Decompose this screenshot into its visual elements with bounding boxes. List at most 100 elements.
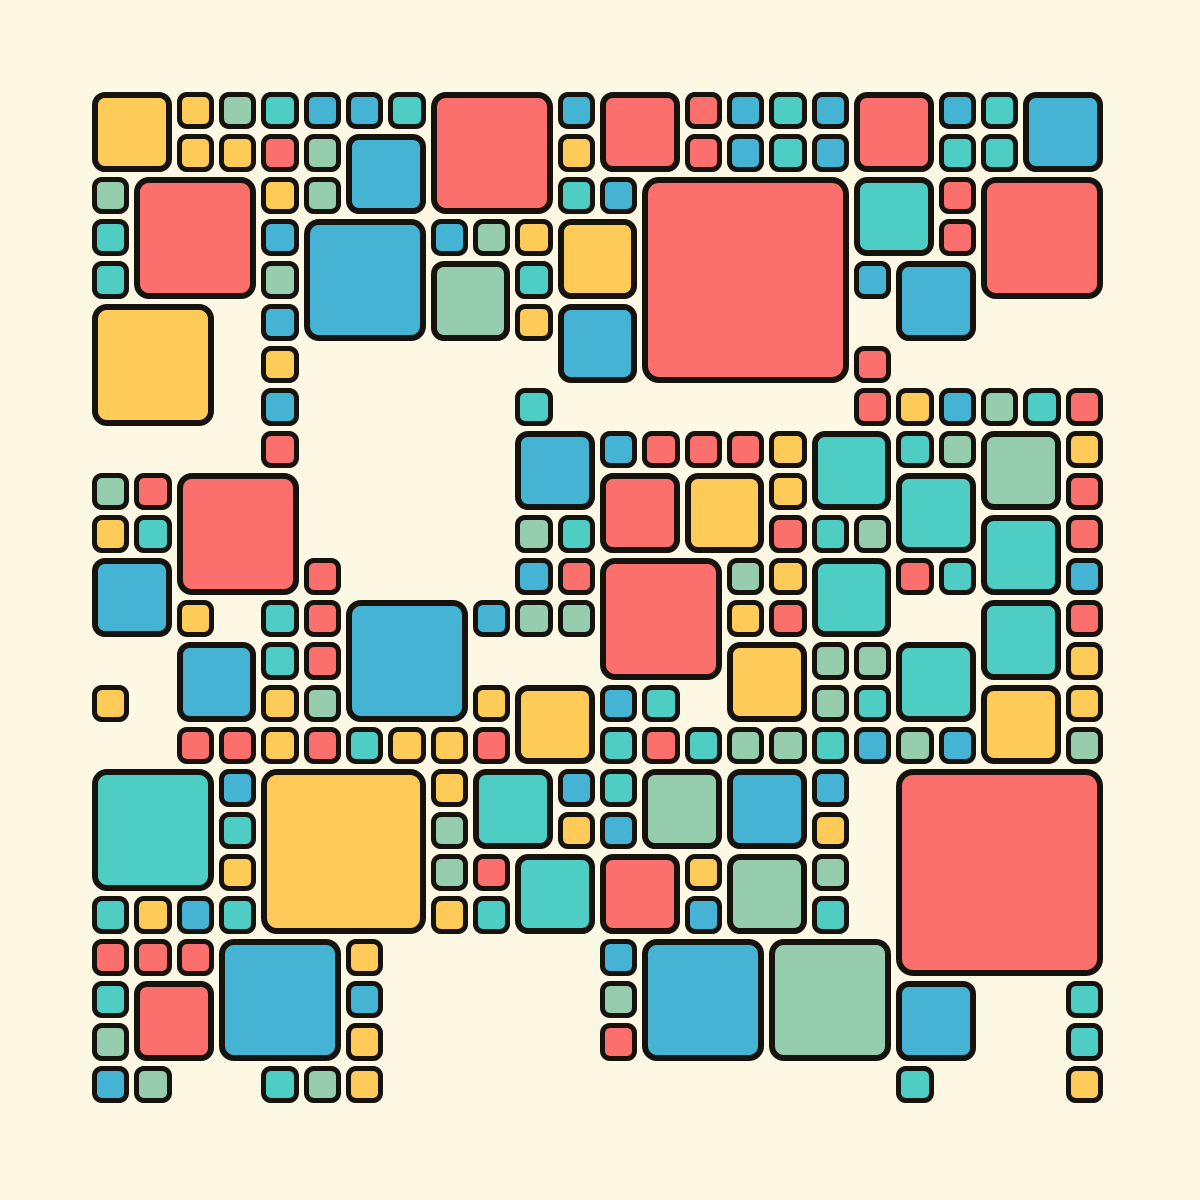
tile-sage-1x1 <box>811 684 849 722</box>
tile-blue-1x1 <box>557 769 595 807</box>
tile-blue-1x1 <box>176 896 214 934</box>
tile-yellow-1x1 <box>261 726 299 765</box>
tile-yellow-4x4 <box>261 769 426 934</box>
tile-coral-2x2 <box>599 92 680 172</box>
tile-blue-1x1 <box>938 92 976 130</box>
tile-yellow-1x1 <box>261 345 299 384</box>
tile-sage-1x1 <box>303 176 341 214</box>
tile-blue-1x1 <box>261 303 299 341</box>
tile-coral-1x1 <box>303 599 341 638</box>
tile-blue-1x1 <box>345 92 384 130</box>
tile-sage-3x3 <box>769 938 892 1061</box>
tile-yellow-1x1 <box>515 303 553 341</box>
tile-teal-1x1 <box>92 980 130 1019</box>
tile-yellow-2x2 <box>684 472 765 553</box>
tile-coral-1x1 <box>853 388 892 426</box>
tile-teal-2x2 <box>896 642 976 722</box>
tile-teal-1x1 <box>134 515 172 553</box>
tile-blue-2x2 <box>896 980 976 1061</box>
tile-blue-1x1 <box>261 218 299 257</box>
tile-teal-1x1 <box>388 92 426 130</box>
tile-teal-1x1 <box>769 134 807 172</box>
tile-sage-1x1 <box>557 599 595 638</box>
tile-sage-1x1 <box>938 430 976 468</box>
tile-coral-1x1 <box>1065 599 1103 638</box>
tile-teal-1x1 <box>92 896 130 934</box>
tile-teal-1x1 <box>980 92 1019 130</box>
tile-teal-1x1 <box>896 430 934 468</box>
tile-sage-1x1 <box>472 218 511 257</box>
tile-blue-1x1 <box>726 134 765 172</box>
tile-yellow-2x2 <box>980 684 1061 765</box>
tile-blue-1x1 <box>938 726 976 765</box>
tile-blue-1x1 <box>599 684 638 722</box>
tile-yellow-1x1 <box>261 684 299 722</box>
tile-coral-1x1 <box>303 557 341 595</box>
tile-yellow-1x1 <box>134 896 172 934</box>
tile-blue-1x1 <box>515 557 553 595</box>
tile-coral-3x3 <box>134 176 257 299</box>
tile-yellow-1x1 <box>769 557 807 595</box>
tile-coral-1x1 <box>853 345 892 384</box>
tile-teal-1x1 <box>642 684 680 722</box>
tile-yellow-1x1 <box>176 599 214 638</box>
tile-yellow-1x1 <box>684 853 722 892</box>
tile-blue-1x1 <box>472 599 511 638</box>
tile-yellow-3x3 <box>92 303 214 426</box>
tile-coral-1x1 <box>472 853 511 892</box>
tile-teal-1x1 <box>515 388 553 426</box>
tile-sage-1x1 <box>92 472 130 511</box>
tile-blue-1x1 <box>599 176 638 214</box>
tile-coral-1x1 <box>599 1023 638 1061</box>
tile-yellow-1x1 <box>430 726 468 765</box>
tile-sage-1x1 <box>92 1023 130 1061</box>
tile-sage-1x1 <box>303 1065 341 1103</box>
tile-teal-1x1 <box>261 92 299 130</box>
tile-coral-1x1 <box>134 472 172 511</box>
tile-teal-1x1 <box>515 261 553 299</box>
tile-yellow-1x1 <box>811 811 849 849</box>
tile-teal-1x1 <box>261 599 299 638</box>
tile-teal-1x1 <box>684 726 722 765</box>
tile-teal-2x2 <box>853 176 934 257</box>
tile-blue-2x2 <box>176 642 257 722</box>
tile-yellow-1x1 <box>1065 684 1103 722</box>
tile-teal-2x2 <box>811 430 892 511</box>
tile-blue-1x1 <box>599 430 638 468</box>
tile-blue-1x1 <box>430 218 468 257</box>
tile-blue-3x3 <box>642 938 765 1061</box>
tile-yellow-1x1 <box>430 769 468 807</box>
tile-teal-1x1 <box>980 134 1019 172</box>
tile-sage-1x1 <box>92 176 130 214</box>
tile-blue-2x2 <box>345 134 426 214</box>
tile-teal-1x1 <box>599 726 638 765</box>
tile-coral-1x1 <box>557 557 595 595</box>
tile-yellow-1x1 <box>557 811 595 849</box>
tile-coral-1x1 <box>1065 472 1103 511</box>
tile-teal-1x1 <box>769 92 807 130</box>
tile-teal-1x1 <box>1065 1023 1103 1061</box>
tile-yellow-1x1 <box>345 1065 384 1103</box>
tile-blue-1x1 <box>345 980 384 1019</box>
tile-sage-1x1 <box>726 726 765 765</box>
tile-sage-1x1 <box>599 980 638 1019</box>
tile-yellow-1x1 <box>726 599 765 638</box>
tile-yellow-1x1 <box>769 472 807 511</box>
tile-sage-1x1 <box>811 853 849 892</box>
tile-sage-1x1 <box>769 726 807 765</box>
tile-coral-3x3 <box>176 472 299 595</box>
tile-blue-1x1 <box>599 811 638 849</box>
tile-teal-1x1 <box>345 726 384 765</box>
tile-coral-1x1 <box>303 726 341 765</box>
tile-yellow-1x1 <box>896 388 934 426</box>
tile-teal-1x1 <box>92 261 130 299</box>
tile-yellow-1x1 <box>345 938 384 976</box>
tile-yellow-1x1 <box>1065 430 1103 468</box>
tile-teal-3x3 <box>92 769 214 892</box>
tile-teal-1x1 <box>557 176 595 214</box>
tile-yellow-1x1 <box>557 134 595 172</box>
tile-coral-2x2 <box>599 472 680 553</box>
tile-teal-2x2 <box>811 557 892 638</box>
tile-blue-1x1 <box>684 896 722 934</box>
tile-yellow-2x2 <box>515 684 595 765</box>
